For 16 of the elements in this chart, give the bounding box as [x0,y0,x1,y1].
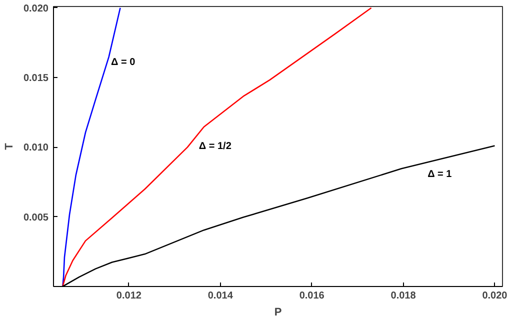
line-series [62,7,372,286]
y-tick-label: 0.010 [23,142,49,154]
y-tick-label: 0.005 [23,212,49,224]
y-axis-title: T [3,142,16,150]
annotation: Δ = 1/2 [198,141,232,152]
annotation: Δ = 1 [428,169,452,180]
x-axis-title: P [274,306,282,318]
x-tick-label: 0.020 [482,290,508,302]
annotation: Δ = 0 [111,57,136,68]
y-tick-label: 0.020 [23,3,49,14]
x-tick-label: 0.018 [390,290,416,302]
x-tick-label: 0.016 [299,290,325,302]
line-series [62,7,121,286]
y-tick-label: 0.015 [23,73,49,84]
x-tick-label: 0.012 [116,290,142,302]
x-tick-label: 0.014 [208,290,234,302]
